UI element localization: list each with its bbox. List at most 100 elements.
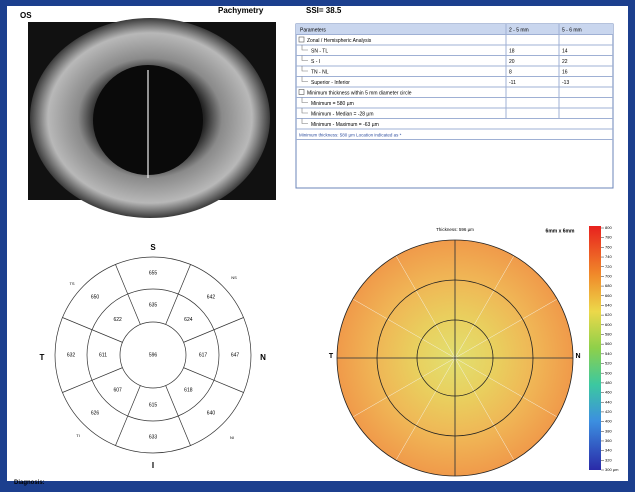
table-note: Minimum thickness: 580 µm Location indic… — [299, 133, 402, 138]
inner-value: 607 — [113, 388, 122, 394]
sector-divider — [115, 264, 141, 325]
inner-value: 622 — [113, 317, 122, 323]
tree-branch — [301, 45, 308, 51]
scale-label: 740 — [605, 254, 612, 259]
scale-label: 320 — [605, 457, 612, 462]
sector-divider — [62, 367, 123, 393]
radial-line — [454, 357, 558, 418]
column-header: 5 - 6 mm — [562, 28, 582, 34]
cell: S - I — [311, 59, 320, 65]
scale-label: 360 — [605, 438, 612, 443]
tree-branch — [301, 97, 308, 103]
direction-label: N — [260, 353, 266, 362]
expand-icon — [298, 36, 305, 43]
outer-value: 655 — [149, 270, 158, 276]
scale-label: 680 — [605, 283, 612, 288]
cell: TN - NL — [311, 70, 329, 76]
quadrant-label: TS — [69, 281, 74, 286]
cell: 22 — [562, 59, 568, 65]
report-title: Pachymetry — [218, 6, 264, 15]
outer-value: 632 — [67, 352, 76, 358]
column-header: 2 - 5 mm — [509, 28, 529, 34]
cell: 14 — [562, 49, 568, 55]
outer-value: 640 — [207, 410, 216, 416]
scale-label: 480 — [605, 380, 612, 385]
tree-branch — [301, 76, 308, 82]
scale-label: 440 — [605, 399, 612, 404]
quadrant-label: TI — [76, 433, 80, 438]
tree-branch — [301, 55, 308, 61]
direction-label: S — [150, 243, 156, 252]
outer-value: 626 — [91, 410, 100, 416]
inner-value: 611 — [99, 352, 107, 358]
sector-map: 596 635 624 617 618 615 607 611 622 655 642 647 640 6… — [40, 243, 267, 470]
radial-line — [395, 357, 456, 461]
quadrant-label: NI — [230, 435, 234, 440]
inner-value: 617 — [199, 352, 208, 358]
direction-label: T — [40, 353, 45, 362]
expand-icon — [298, 89, 305, 95]
group-title: Minimum thickness within 5 mm diameter c… — [307, 91, 412, 97]
scale-label: 500 — [605, 370, 612, 375]
cell: 8 — [509, 70, 512, 76]
scale-label: 620 — [605, 312, 612, 317]
ring — [54, 256, 252, 454]
diagnosis: Diagnosis: — [14, 480, 45, 486]
scale-label: 800 — [605, 225, 612, 230]
sector-divider — [165, 385, 191, 446]
table-frame — [295, 23, 614, 189]
outer-value: 642 — [207, 294, 216, 300]
inner-value: 624 — [184, 317, 193, 323]
parameter-table: Parameters 2 - 5 mm 5 - 6 mm Zonal / Hemisp… — [295, 23, 614, 189]
inner-value: 615 — [149, 402, 158, 408]
color-scale — [589, 226, 601, 470]
outer-value: 647 — [231, 352, 240, 358]
cell: Minimum - Median = -28 µm — [311, 112, 373, 118]
cell: SN - TL — [311, 49, 328, 55]
scale-label: 420 — [605, 409, 612, 414]
radial-line — [454, 255, 515, 359]
radial-line — [352, 298, 456, 359]
map-size: 6mm x 6mm — [546, 228, 575, 234]
scale-label: 340 — [605, 448, 612, 453]
cell: Minimum = 580 µm — [311, 101, 354, 107]
sector-divider — [183, 317, 244, 343]
scale-label: 400 — [605, 419, 612, 424]
tree-branch — [301, 118, 308, 124]
scale-label: 560 — [605, 341, 612, 346]
quadrant-label: NS — [231, 275, 237, 280]
map-title: Thickness: 596 µm — [436, 227, 474, 232]
cell: 16 — [562, 70, 568, 76]
inner-value: 635 — [149, 302, 158, 308]
thickness-map: Thickness: 596 µm 6mm x 6mm T N — [329, 227, 581, 477]
scale-label: 540 — [605, 351, 612, 356]
column-header: Parameters — [300, 28, 326, 34]
scale-label: 380 — [605, 428, 612, 433]
direction-label: I — [152, 461, 154, 470]
scale-label: 640 — [605, 303, 612, 308]
scale-label: 660 — [605, 293, 612, 298]
group-title: Zonal / Hemispheric Analysis — [307, 38, 372, 44]
scale-label: 520 — [605, 361, 612, 366]
ssi: SSI= 38.5 — [306, 6, 342, 15]
cell: Superior - Inferior — [311, 80, 350, 86]
radial-line — [454, 357, 515, 461]
cell: -13 — [562, 80, 569, 86]
scale-label: 720 — [605, 264, 612, 269]
tree-branch — [301, 66, 308, 72]
cell: 18 — [509, 49, 515, 55]
cell: -11 — [509, 80, 516, 86]
cell: 20 — [509, 59, 515, 65]
scale-label: 780 — [605, 235, 612, 240]
direction-label: T — [329, 353, 334, 360]
outer-value: 633 — [149, 434, 158, 440]
table-header — [296, 24, 613, 35]
cell: Minimum - Maximum = -63 µm — [311, 122, 379, 128]
sector-divider — [183, 367, 244, 393]
direction-label: N — [575, 353, 580, 360]
scale-label: 460 — [605, 390, 612, 395]
scale-label: 700 — [605, 273, 612, 278]
ring — [119, 321, 187, 389]
